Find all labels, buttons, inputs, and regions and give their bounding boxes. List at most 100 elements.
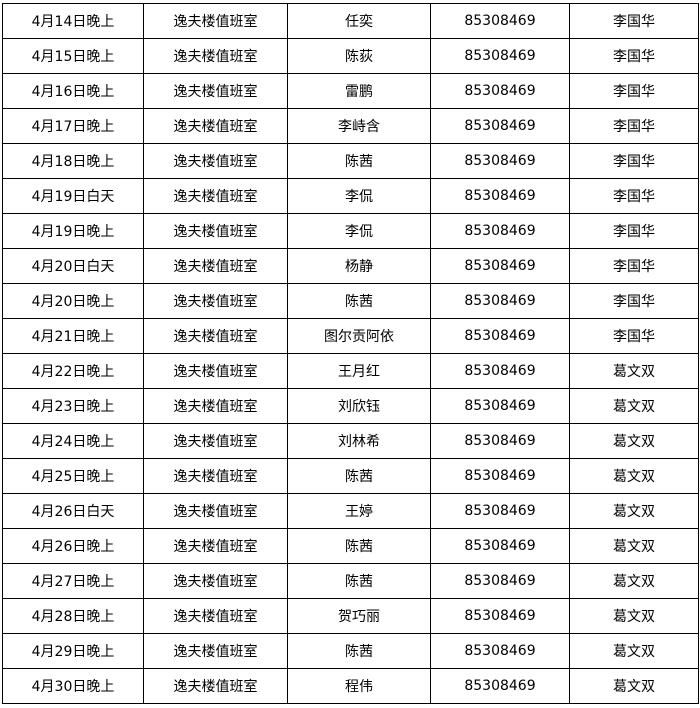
person-cell: 杨静 bbox=[287, 248, 431, 284]
date-cell: 4月30日晚上 bbox=[2, 668, 144, 704]
date-cell: 4月21日晚上 bbox=[2, 318, 144, 354]
date-cell: 4月27日晚上 bbox=[2, 563, 144, 599]
location-cell: 逸夫楼值班室 bbox=[143, 353, 288, 389]
table-row: 4月21日晚上 逸夫楼值班室 图尔贡阿依 85308469 李国华 bbox=[2, 318, 699, 354]
phone-cell: 85308469 bbox=[430, 668, 570, 704]
location-cell: 逸夫楼值班室 bbox=[143, 598, 288, 634]
phone-cell: 85308469 bbox=[430, 493, 570, 529]
date-cell: 4月20日晚上 bbox=[2, 283, 144, 319]
location-cell: 逸夫楼值班室 bbox=[143, 668, 288, 704]
phone-cell: 85308469 bbox=[430, 73, 570, 109]
location-cell: 逸夫楼值班室 bbox=[143, 3, 288, 39]
phone-cell: 85308469 bbox=[430, 458, 570, 494]
location-cell: 逸夫楼值班室 bbox=[143, 563, 288, 599]
table-row: 4月25日晚上 逸夫楼值班室 陈茜 85308469 葛文双 bbox=[2, 458, 699, 494]
phone-cell: 85308469 bbox=[430, 318, 570, 354]
date-cell: 4月20日白天 bbox=[2, 248, 144, 284]
table-row: 4月17日晚上 逸夫楼值班室 李峙含 85308469 李国华 bbox=[2, 108, 699, 144]
table-body: 4月14日晚上 逸夫楼值班室 任奕 85308469 李国华 4月15日晚上 逸夫楼值班室陈… bbox=[2, 3, 699, 704]
supervisor-cell: 李国华 bbox=[569, 283, 699, 319]
phone-cell: 85308469 bbox=[430, 563, 570, 599]
table-row: 4月18日晚上 逸夫楼值班室 陈茜 85308469 李国华 bbox=[2, 143, 699, 179]
phone-cell: 85308469 bbox=[430, 598, 570, 634]
location-cell: 逸夫楼值班室 bbox=[143, 38, 288, 74]
table-row: 4月28日晚上 逸夫楼值班室 贺巧丽 85308469 葛文双 bbox=[2, 598, 699, 634]
phone-cell: 85308469 bbox=[430, 353, 570, 389]
date-cell: 4月24日晚上 bbox=[2, 423, 144, 459]
location-cell: 逸夫楼值班室 bbox=[143, 493, 288, 529]
date-cell: 4月28日晚上 bbox=[2, 598, 144, 634]
table-row: 4月22日晚上 逸夫楼值班室 王月红 85308469 葛文双 bbox=[2, 353, 699, 389]
location-cell: 逸夫楼值班室 bbox=[143, 458, 288, 494]
person-cell: 任奕 bbox=[287, 3, 431, 39]
date-cell: 4月29日晚上 bbox=[2, 633, 144, 669]
person-cell: 程伟 bbox=[287, 668, 431, 704]
table-row: 4月16日晚上 逸夫楼值班室 雷鹏 85308469 李国华 bbox=[2, 73, 699, 109]
table-row: 4月14日晚上 逸夫楼值班室 任奕 85308469 李国华 bbox=[2, 3, 699, 39]
supervisor-cell: 葛文双 bbox=[569, 528, 699, 564]
person-cell: 贺巧丽 bbox=[287, 598, 431, 634]
phone-cell: 85308469 bbox=[430, 108, 570, 144]
table-row: 4月26日晚上 逸夫楼值班室 陈茜 85308469 葛文双 bbox=[2, 528, 699, 564]
supervisor-cell: 李国华 bbox=[569, 38, 699, 74]
supervisor-cell: 葛文双 bbox=[569, 633, 699, 669]
date-cell: 4月22日晚上 bbox=[2, 353, 144, 389]
table-row: 4月20日白天 逸夫楼值班室 杨静 85308469 李国华 bbox=[2, 248, 699, 284]
phone-cell: 85308469 bbox=[430, 283, 570, 319]
location-cell: 逸夫楼值班室 bbox=[143, 178, 288, 214]
date-cell: 4月19日晚上 bbox=[2, 213, 144, 249]
phone-cell: 85308469 bbox=[430, 143, 570, 179]
person-cell: 陈茜 bbox=[287, 458, 431, 494]
supervisor-cell: 李国华 bbox=[569, 143, 699, 179]
table-row: 4月29日晚上 逸夫楼值班室 陈茜 85308469 葛文双 bbox=[2, 633, 699, 669]
table-row: 4月27日晚上 逸夫楼值班室 陈茜 85308469 葛文双 bbox=[2, 563, 699, 599]
date-cell: 4月25日晚上 bbox=[2, 458, 144, 494]
table-row: 4月19日晚上 逸夫楼值班室 李侃 85308469 李国华 bbox=[2, 213, 699, 249]
location-cell: 逸夫楼值班室 bbox=[143, 388, 288, 424]
table-row: 4月15日晚上 逸夫楼值班室 陈荻 85308469 李国华 bbox=[2, 38, 699, 74]
table-row: 4月20日晚上 逸夫楼值班室 陈茜 85308469 李国华 bbox=[2, 283, 699, 319]
location-cell: 逸夫楼值班室 bbox=[143, 318, 288, 354]
table-row: 4月19日白天 逸夫楼值班室 李侃 85308469 李国华 bbox=[2, 178, 699, 214]
table-row: 4月24日晚上 逸夫楼值班室 刘林希 85308469 葛文双 bbox=[2, 423, 699, 459]
phone-cell: 85308469 bbox=[430, 388, 570, 424]
phone-cell: 85308469 bbox=[430, 3, 570, 39]
location-cell: 逸夫楼值班室 bbox=[143, 633, 288, 669]
supervisor-cell: 李国华 bbox=[569, 3, 699, 39]
phone-cell: 85308469 bbox=[430, 528, 570, 564]
supervisor-cell: 李国华 bbox=[569, 73, 699, 109]
person-cell: 陈茜 bbox=[287, 633, 431, 669]
person-cell: 陈茜 bbox=[287, 528, 431, 564]
person-cell: 刘欣钰 bbox=[287, 388, 431, 424]
supervisor-cell: 李国华 bbox=[569, 248, 699, 284]
location-cell: 逸夫楼值班室 bbox=[143, 423, 288, 459]
person-cell: 陈茜 bbox=[287, 563, 431, 599]
person-cell: 陈茜 bbox=[287, 283, 431, 319]
table-row: 4月26日白天 逸夫楼值班室 王婷 85308469 葛文双 bbox=[2, 493, 699, 529]
date-cell: 4月18日晚上 bbox=[2, 143, 144, 179]
person-cell: 李侃 bbox=[287, 213, 431, 249]
person-cell: 刘林希 bbox=[287, 423, 431, 459]
person-cell: 王月红 bbox=[287, 353, 431, 389]
supervisor-cell: 葛文双 bbox=[569, 668, 699, 704]
phone-cell: 85308469 bbox=[430, 38, 570, 74]
phone-cell: 85308469 bbox=[430, 213, 570, 249]
phone-cell: 85308469 bbox=[430, 248, 570, 284]
date-cell: 4月14日晚上 bbox=[2, 3, 144, 39]
location-cell: 逸夫楼值班室 bbox=[143, 143, 288, 179]
date-cell: 4月26日白天 bbox=[2, 493, 144, 529]
date-cell: 4月19日白天 bbox=[2, 178, 144, 214]
person-cell: 陈荻 bbox=[287, 38, 431, 74]
supervisor-cell: 李国华 bbox=[569, 108, 699, 144]
duty-schedule-table: 4月14日晚上 逸夫楼值班室 任奕 85308469 李国华 4月15日晚上 逸夫楼值班室陈… bbox=[2, 3, 699, 704]
supervisor-cell: 葛文双 bbox=[569, 563, 699, 599]
person-cell: 雷鹏 bbox=[287, 73, 431, 109]
supervisor-cell: 葛文双 bbox=[569, 598, 699, 634]
supervisor-cell: 葛文双 bbox=[569, 458, 699, 494]
supervisor-cell: 葛文双 bbox=[569, 353, 699, 389]
supervisor-cell: 李国华 bbox=[569, 213, 699, 249]
supervisor-cell: 葛文双 bbox=[569, 423, 699, 459]
phone-cell: 85308469 bbox=[430, 423, 570, 459]
person-cell: 李侃 bbox=[287, 178, 431, 214]
person-cell: 李峙含 bbox=[287, 108, 431, 144]
